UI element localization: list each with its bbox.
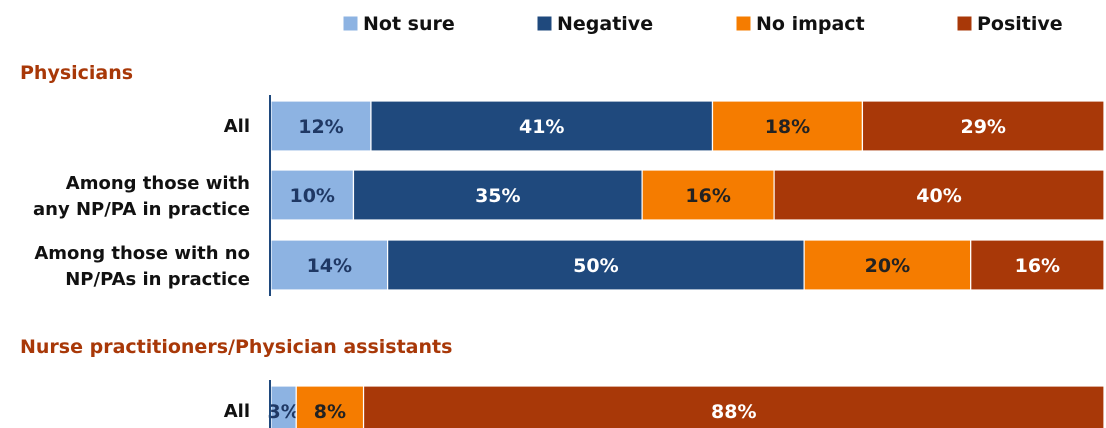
legend-label-3: Positive <box>977 13 1063 35</box>
legend-label-1: Negative <box>557 13 653 35</box>
data-label: 35% <box>475 185 520 207</box>
bar-segment-no-impact <box>295 385 365 428</box>
group-title-0: Physicians <box>20 62 133 84</box>
legend-swatch-0 <box>342 15 359 32</box>
bar-segment-negative <box>370 100 714 152</box>
data-label: 41% <box>519 116 564 138</box>
bar-segment-not-sure <box>270 100 372 152</box>
data-label: 50% <box>573 255 618 277</box>
legend-swatch-1 <box>536 15 553 32</box>
category-label: All <box>224 116 250 137</box>
data-label: 88% <box>711 401 756 423</box>
data-label: 18% <box>765 116 810 138</box>
bar-segment-positive <box>773 169 1105 221</box>
bar-segment-positive <box>970 239 1105 291</box>
data-label: 29% <box>960 116 1005 138</box>
data-label: 16% <box>685 185 730 207</box>
bar-segment-not-sure <box>270 169 355 221</box>
legend-swatch-3 <box>956 15 973 32</box>
legend-label-2: No impact <box>756 13 865 35</box>
bar-segment-negative <box>352 169 643 221</box>
category-label: Among those with <box>66 173 250 194</box>
category-label: NP/PAs in practice <box>65 269 250 290</box>
legend-label-0: Not sure <box>363 13 455 35</box>
category-label: All <box>224 401 250 422</box>
bar-segment-positive <box>861 100 1105 152</box>
data-label: 20% <box>865 255 910 277</box>
bar-segment-positive <box>362 385 1105 428</box>
data-label: 3% <box>267 401 299 423</box>
legend-swatch-2 <box>735 15 752 32</box>
group-title-1: Nurse practitioners/Physician assistants <box>20 336 452 358</box>
data-label: 14% <box>307 255 352 277</box>
category-label: any NP/PA in practice <box>33 199 250 220</box>
category-label: Among those with no <box>34 243 250 264</box>
bar-segment-negative <box>387 239 805 291</box>
data-label: 10% <box>289 185 334 207</box>
data-label: 16% <box>1015 255 1060 277</box>
bar-segment-no-impact <box>711 100 864 152</box>
data-label: 12% <box>298 116 343 138</box>
data-label: 40% <box>916 185 961 207</box>
bar-segment-no-impact <box>641 169 775 221</box>
data-label: 8% <box>314 401 346 423</box>
